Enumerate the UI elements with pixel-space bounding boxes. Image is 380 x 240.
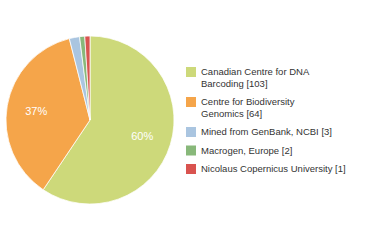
data-label: 60% xyxy=(131,130,153,142)
legend: Canadian Centre for DNABarcoding [103] Ce… xyxy=(186,66,346,174)
pie-slice xyxy=(69,37,90,120)
legend-swatch xyxy=(186,67,196,77)
pie-slice xyxy=(80,36,90,120)
pie-slice xyxy=(85,36,90,120)
legend-entry: Macrogen, Europe [2] xyxy=(201,145,292,156)
legend-entry: Nicolaus Copernicus University [1] xyxy=(201,163,346,174)
pie xyxy=(6,36,174,204)
chart: 60% 37% Canadian Centre for DNABarcoding [… xyxy=(0,0,380,240)
legend-swatch xyxy=(186,164,196,174)
legend-swatch xyxy=(186,127,196,137)
legend-swatch xyxy=(186,97,196,107)
legend-entry: Canadian Centre for DNABarcoding [103] xyxy=(201,66,310,89)
legend-entry: Mined from GenBank, NCBI [3] xyxy=(201,126,332,137)
legend-entry: Centre for BiodiversityGenomics [64] xyxy=(201,96,295,119)
legend-swatch xyxy=(186,146,196,156)
data-labels: 60% 37% xyxy=(25,105,153,142)
data-label: 37% xyxy=(25,105,47,117)
